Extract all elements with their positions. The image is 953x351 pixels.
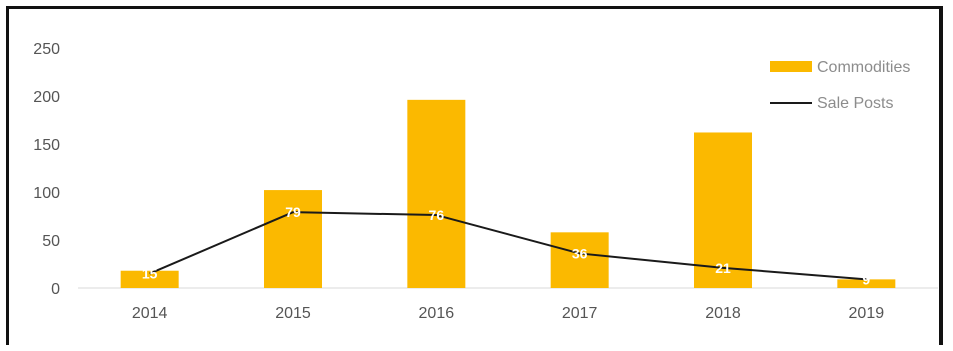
data-label-sale-posts: 79: [285, 204, 301, 220]
commodities-bars: [120, 99, 896, 288]
legend-swatch-commodities: [770, 61, 812, 72]
x-tick-label: 2019: [849, 305, 885, 322]
x-tick-label: 2016: [419, 305, 455, 322]
x-tick-label: 2015: [275, 305, 311, 322]
x-axis-ticks: 2014 2015 2016 2017 2018 2019: [132, 305, 884, 322]
bar-2017: [550, 232, 609, 288]
bar-2015: [264, 190, 322, 288]
y-axis-ticks: 0 50 100 150 200 250: [33, 41, 60, 298]
data-label-sale-posts: 21: [715, 260, 731, 276]
x-tick-label: 2014: [132, 305, 168, 322]
data-label-sale-posts: 76: [429, 207, 445, 223]
legend: Commodities Sale Posts: [770, 59, 910, 112]
bar-2018: [694, 132, 752, 288]
bar-2019: [837, 279, 896, 288]
y-tick-label: 50: [42, 233, 60, 250]
data-label-sale-posts: 15: [142, 266, 158, 282]
x-tick-label: 2018: [705, 305, 741, 322]
y-tick-label: 200: [33, 89, 60, 106]
bar-2016: [407, 99, 466, 288]
y-tick-label: 150: [33, 137, 60, 154]
y-tick-label: 100: [33, 185, 60, 202]
legend-label-commodities: Commodities: [817, 59, 910, 76]
y-tick-label: 250: [33, 41, 60, 58]
data-label-sale-posts: 36: [572, 245, 588, 261]
data-label-sale-posts: 9: [862, 271, 870, 287]
sale-posts-line: 15 79 76 36 21 9: [142, 204, 871, 287]
bar-2014: [120, 270, 179, 288]
sale-posts-polyline: [149, 211, 867, 281]
x-tick-label: 2017: [562, 305, 598, 322]
y-tick-label: 0: [51, 281, 60, 298]
legend-label-sale-posts: Sale Posts: [817, 95, 893, 112]
